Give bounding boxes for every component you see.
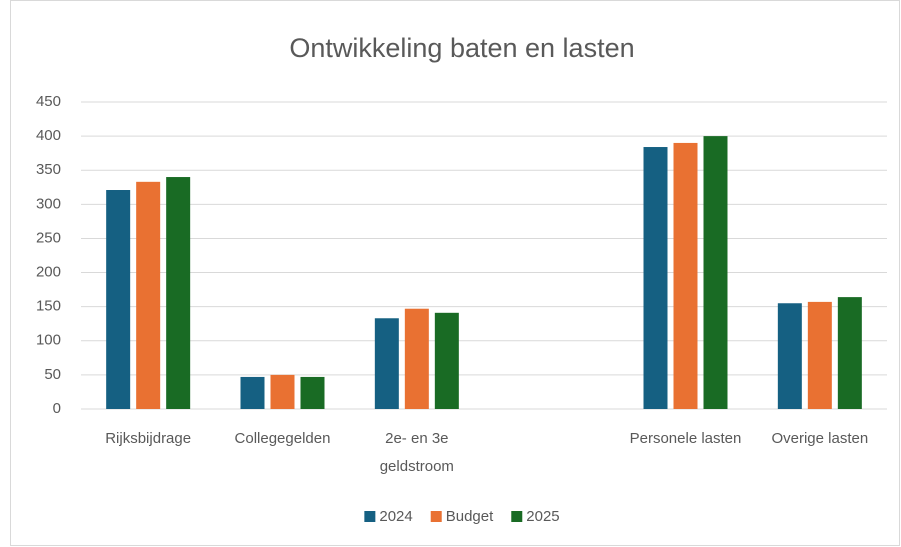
bar — [434, 312, 459, 409]
bar — [404, 308, 429, 409]
x-tick-label: Overige lasten — [771, 430, 868, 447]
y-tick-label: 250 — [36, 229, 61, 246]
legend: 2024 Budget 2025 — [364, 508, 560, 525]
bar — [673, 142, 698, 409]
bar — [703, 136, 728, 409]
y-tick-label: 400 — [36, 127, 61, 144]
bar — [106, 190, 131, 409]
bar — [643, 147, 668, 409]
x-tick-label: Personele lasten — [630, 430, 742, 447]
y-tick-label: 100 — [36, 332, 61, 349]
bar — [837, 297, 862, 409]
chart-title: Ontwikkeling baten en lasten — [289, 33, 634, 63]
legend-label: 2025 — [526, 508, 559, 525]
bar — [777, 303, 802, 409]
y-tick-label: 350 — [36, 161, 61, 178]
y-tick-label: 150 — [36, 298, 61, 315]
bar — [807, 301, 832, 409]
legend-label: 2024 — [379, 508, 412, 525]
y-tick-label: 200 — [36, 264, 61, 281]
y-tick-label: 300 — [36, 195, 61, 212]
x-tick-label: Rijksbijdrage — [105, 430, 191, 447]
legend-swatch — [511, 511, 523, 522]
x-tick-label: 2e- en 3e geldstroom — [380, 430, 454, 475]
legend-label: Budget — [446, 508, 494, 525]
bar — [136, 181, 161, 409]
y-tick-label: 0 — [53, 400, 61, 417]
bar — [240, 376, 265, 409]
y-tick-label: 450 — [36, 93, 61, 110]
legend-swatch — [430, 511, 442, 522]
y-tick-label: 50 — [44, 366, 61, 383]
bar — [166, 177, 191, 409]
bar — [270, 374, 295, 409]
bar — [300, 376, 325, 409]
legend-swatch — [364, 511, 376, 522]
bar — [374, 318, 399, 409]
x-tick-label: Collegegelden — [235, 430, 331, 447]
